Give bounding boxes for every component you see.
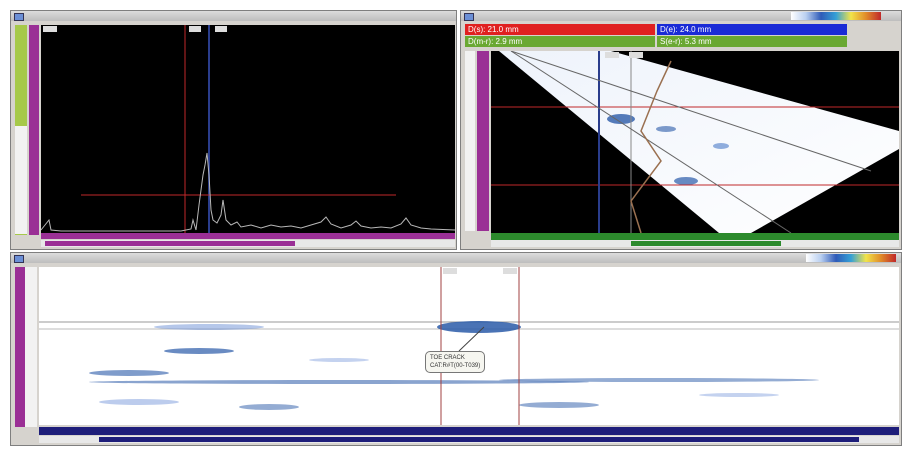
- cscan-svg: [39, 267, 899, 425]
- cscan-indication-6: [89, 380, 589, 384]
- window-icon: [14, 13, 24, 21]
- sscan-panel[interactable]: D(s): 21.0 mm D(e): 24.0 mm D(m-r): 2.9 …: [460, 10, 902, 250]
- sscan-scroll-track[interactable]: [491, 240, 899, 247]
- sscan-cursor-tag-2: [629, 52, 643, 58]
- annotation-line-1: TOE CRACK: [430, 355, 465, 361]
- ascan-purple-ruler[interactable]: [29, 25, 39, 235]
- cscan-image[interactable]: [39, 267, 899, 425]
- color-palette-gradient: [806, 254, 896, 262]
- ascan-scroll-thumb[interactable]: [45, 241, 295, 246]
- sscan-angle-2: [510, 51, 872, 172]
- cscan-indication-2: [154, 324, 264, 330]
- sscan-indication-2: [656, 126, 676, 132]
- ascan-plot[interactable]: [40, 25, 456, 233]
- cscan-indication-9: [239, 404, 299, 410]
- cscan-side-ruler-purple[interactable]: [15, 267, 25, 427]
- cscan-indication-10: [519, 402, 599, 408]
- sscan-index-ruler[interactable]: [491, 233, 899, 240]
- ascan-svg: [40, 25, 456, 233]
- cscan-indication-3: [164, 348, 234, 354]
- ascan-gate-tag-2: [215, 26, 227, 32]
- sscan-angle-1: [510, 51, 792, 233]
- cscan-side-ruler-white: [25, 267, 37, 427]
- ascan-scroll-track[interactable]: [41, 240, 455, 247]
- sscan-image[interactable]: [491, 51, 899, 233]
- cscan-annotation-leader: [458, 326, 485, 352]
- cscan-scroll-thumb[interactable]: [99, 437, 859, 442]
- color-palette-gradient: [791, 12, 881, 20]
- cscan-indication-8: [99, 399, 179, 405]
- sscan-scroll-thumb[interactable]: [631, 241, 781, 246]
- sscan-side-control-white[interactable]: [465, 51, 475, 231]
- ascan-titlebar[interactable]: [11, 11, 456, 21]
- ascan-time-ruler[interactable]: [41, 233, 455, 239]
- ascan-amplitude-ruler-white: [15, 126, 27, 234]
- readout-s-e-r: S(e-r): 5.3 mm: [657, 36, 847, 47]
- cscan-cursor-tag-left: [443, 268, 457, 274]
- window-icon: [464, 13, 474, 21]
- cscan-scroll-track[interactable]: [39, 436, 899, 443]
- cscan-indication-4: [309, 358, 369, 362]
- cscan-cursor-tag-right: [503, 268, 517, 274]
- sscan-cursor-tag-1: [605, 52, 619, 58]
- readout-d-s: D(s): 21.0 mm: [465, 24, 655, 35]
- annotation-line-2: CAT:R#T(00-T039): [430, 363, 481, 369]
- cscan-indication-annotation[interactable]: TOE CRACK CAT:R#T(00-T039): [425, 351, 486, 373]
- sscan-titlebar[interactable]: [461, 11, 901, 21]
- cscan-indication-11: [699, 393, 779, 397]
- readout-d-e: D(e): 24.0 mm: [657, 24, 847, 35]
- sscan-depth-ruler[interactable]: [477, 51, 489, 231]
- sscan-svg: [491, 51, 899, 233]
- sscan-indication-3: [674, 177, 698, 185]
- cscan-indication-7: [499, 378, 819, 382]
- cscan-panel[interactable]: TOE CRACK CAT:R#T(00-T039): [10, 252, 902, 446]
- sscan-indication-4: [713, 143, 729, 149]
- window-icon: [14, 255, 24, 263]
- cscan-indication-main: [437, 321, 521, 333]
- readout-d-m-r: D(m-r): 2.9 mm: [465, 36, 655, 47]
- sscan-fan: [499, 51, 899, 233]
- cscan-scan-ruler[interactable]: [39, 427, 899, 435]
- ascan-panel[interactable]: [10, 10, 457, 250]
- sscan-beam-trace: [630, 60, 672, 233]
- ascan-gate-tag-1: [189, 26, 201, 32]
- ascan-corner-tag: [43, 26, 57, 32]
- ascan-trace: [40, 152, 456, 232]
- cscan-indication-5: [89, 370, 169, 376]
- cscan-titlebar[interactable]: [11, 253, 901, 263]
- sscan-indication-1: [607, 114, 635, 124]
